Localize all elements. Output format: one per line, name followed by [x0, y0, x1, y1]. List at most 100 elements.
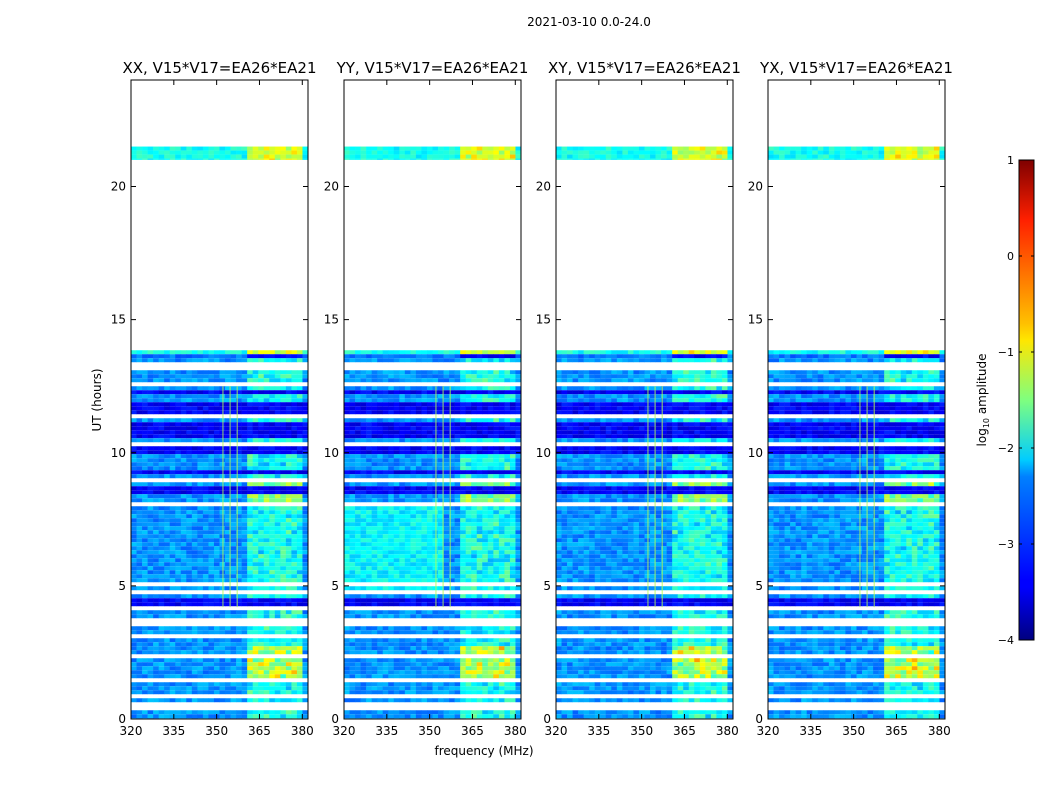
- heatmap-cell: [493, 578, 499, 582]
- heatmap-cell: [148, 370, 154, 374]
- heatmap-cell: [253, 159, 259, 160]
- heatmap-cell: [466, 490, 472, 494]
- heatmap-cell: [186, 454, 192, 458]
- heatmap-cell: [471, 682, 477, 686]
- heatmap-cell: [242, 151, 248, 155]
- heatmap-cell: [269, 486, 275, 490]
- heatmap-cell: [186, 562, 192, 566]
- heatmap-cell: [197, 458, 203, 462]
- heatmap-cell: [515, 642, 521, 646]
- heatmap-cell: [164, 402, 170, 406]
- heatmap-cell: [164, 710, 170, 714]
- heatmap-cell: [427, 562, 433, 566]
- heatmap-cell: [455, 402, 461, 406]
- heatmap-cell: [148, 538, 154, 542]
- heatmap-cell: [197, 670, 203, 674]
- heatmap-cell: [372, 466, 378, 470]
- heatmap-cell: [231, 350, 237, 354]
- heatmap-cell: [455, 578, 461, 582]
- heatmap-cell: [197, 418, 203, 422]
- heatmap-cell: [197, 586, 203, 590]
- heatmap-cell: [510, 570, 516, 574]
- heatmap-cell: [164, 410, 170, 414]
- heatmap-cell: [175, 714, 181, 718]
- heatmap-cell: [247, 402, 253, 406]
- heatmap-cell: [258, 370, 264, 374]
- heatmap-cell: [372, 550, 378, 554]
- heatmap-cell: [444, 522, 450, 526]
- heatmap-cell: [253, 518, 259, 522]
- heatmap-cell: [302, 686, 308, 690]
- heatmap-cell: [181, 386, 187, 390]
- heatmap-cell: [170, 674, 176, 678]
- heatmap-cell: [488, 498, 494, 502]
- heatmap-cell: [499, 474, 505, 478]
- heatmap-cell: [427, 378, 433, 382]
- heatmap-cell: [510, 474, 516, 478]
- heatmap-cell: [438, 650, 444, 654]
- heatmap-cell: [493, 610, 499, 614]
- heatmap-cell: [142, 614, 148, 618]
- heatmap-cell: [416, 482, 422, 486]
- heatmap-cell: [236, 638, 242, 642]
- heatmap-cell: [280, 610, 286, 614]
- heatmap-cell: [225, 658, 231, 662]
- heatmap-cell: [197, 426, 203, 430]
- heatmap-cell: [153, 630, 159, 634]
- heatmap-cell: [286, 602, 292, 606]
- heatmap-cell: [242, 390, 248, 394]
- heatmap-cell: [394, 518, 400, 522]
- heatmap-cell: [416, 374, 422, 378]
- heatmap-cell: [148, 554, 154, 558]
- heatmap-cell: [488, 430, 494, 434]
- heatmap-cell: [258, 574, 264, 578]
- heatmap-cell: [297, 682, 303, 686]
- heatmap-cell: [466, 438, 472, 442]
- heatmap-cell: [153, 418, 159, 422]
- heatmap-cell: [394, 658, 400, 662]
- heatmap-cell: [225, 646, 231, 650]
- heatmap-cell: [197, 398, 203, 402]
- heatmap-cell: [170, 614, 176, 618]
- heatmap-cell: [410, 514, 416, 518]
- heatmap-cell: [131, 542, 137, 546]
- heatmap-cell: [482, 534, 488, 538]
- heatmap-cell: [344, 518, 350, 522]
- heatmap-cell: [405, 390, 411, 394]
- heatmap-cell: [383, 714, 389, 718]
- heatmap-cell: [482, 350, 488, 354]
- heatmap-cell: [510, 638, 516, 642]
- heatmap-cell: [405, 466, 411, 470]
- heatmap-cell: [214, 147, 220, 151]
- heatmap-cell: [297, 650, 303, 654]
- heatmap-cell: [383, 482, 389, 486]
- heatmap-cell: [394, 378, 400, 382]
- heatmap-cell: [510, 426, 516, 430]
- heatmap-cell: [275, 674, 281, 678]
- heatmap-cell: [131, 578, 137, 582]
- heatmap-cell: [488, 474, 494, 478]
- heatmap-cell: [405, 458, 411, 462]
- heatmap-cell: [286, 594, 292, 598]
- heatmap-cell: [297, 470, 303, 474]
- heatmap-cell: [164, 510, 170, 514]
- heatmap-cell: [148, 426, 154, 430]
- heatmap-cell: [247, 570, 253, 574]
- heatmap-cell: [275, 378, 281, 382]
- heatmap-cell: [471, 574, 477, 578]
- heatmap-cell: [383, 626, 389, 630]
- heatmap-cell: [477, 370, 483, 374]
- heatmap-cell: [372, 147, 378, 151]
- heatmap-cell: [477, 394, 483, 398]
- heatmap-cell: [410, 598, 416, 602]
- heatmap-cell: [427, 598, 433, 602]
- heatmap-cell: [377, 350, 383, 354]
- heatmap-cell: [466, 666, 472, 670]
- heatmap-cell: [175, 462, 181, 466]
- heatmap-cell: [253, 642, 259, 646]
- heatmap-cell: [477, 534, 483, 538]
- heatmap-cell: [493, 482, 499, 486]
- heatmap-cell: [361, 510, 367, 514]
- heatmap-cell: [242, 522, 248, 526]
- heatmap-cell: [399, 398, 405, 402]
